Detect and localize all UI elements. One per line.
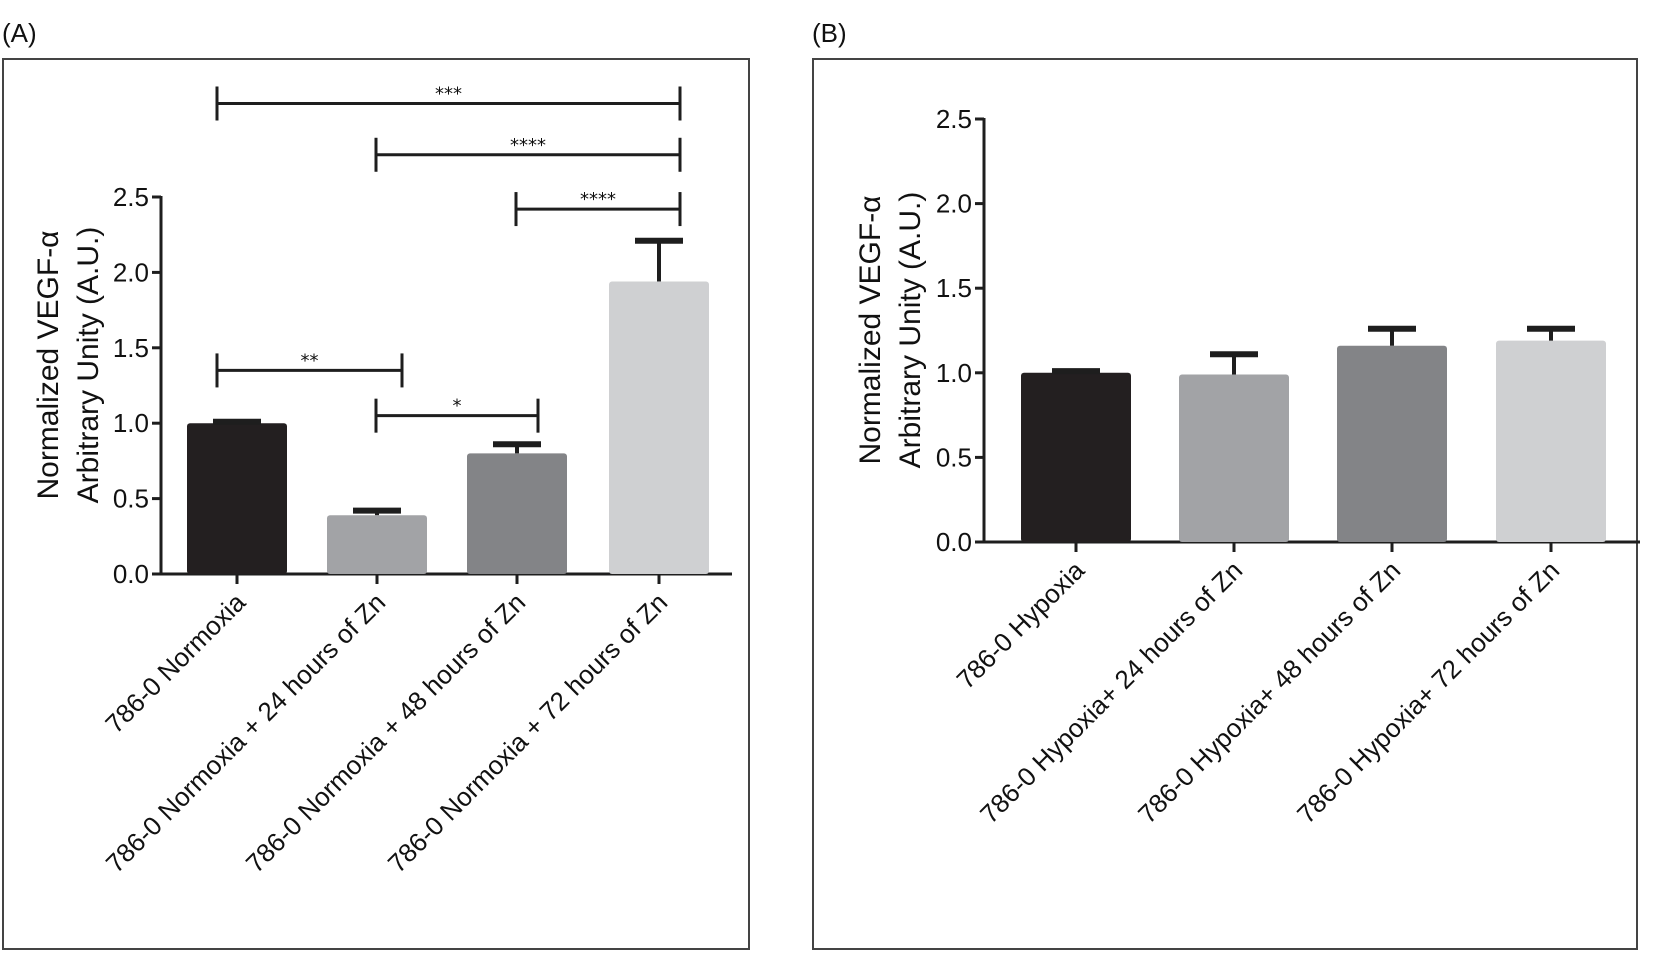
panel-b: (B) Normalized VEGF-α Arbitrary Unity (A.… [812, 18, 1640, 950]
panel-a-plot: Normalized VEGF-α Arbitrary Unity (A.U.) 0… [32, 84, 732, 879]
y-tick-label: 2.5 [113, 182, 149, 212]
y-tick-label: 0.5 [936, 442, 972, 472]
panel-b-plot: Normalized VEGF-α Arbitrary Unity (A.U.) 0… [854, 104, 1640, 829]
bar [1179, 374, 1289, 542]
x-tick-label: 786-0 Hypoxia+ 72 hours of Zn [1291, 555, 1565, 829]
significance-label: ** [301, 350, 319, 371]
panel-a-frame [2, 58, 750, 950]
x-tick-label: 786-0 Normoxia + 72 hours of Zn [382, 587, 674, 879]
y-tick-label: 1.5 [936, 273, 972, 303]
bar [467, 453, 567, 574]
bar [609, 281, 709, 574]
x-tick-label: 786-0 Hypoxia+ 48 hours of Zn [1132, 555, 1406, 829]
significance-label: *** [435, 84, 462, 105]
panel-a-label: (A) [2, 18, 37, 48]
y-tick-label: 2.5 [936, 104, 972, 134]
y-axis-label-line: Normalized VEGF-α [32, 230, 65, 499]
panel-b-frame [812, 58, 1638, 950]
x-tick-label: 786-0 Hypoxia+ 24 hours of Zn [974, 555, 1248, 829]
panel-a: (A) Normalized VEGF-α Arbitrary Unity (A.… [2, 18, 750, 950]
bar [1337, 345, 1447, 542]
y-tick-label: 0.0 [936, 527, 972, 557]
x-tick-label: 786-0 Normoxia + 48 hours of Zn [240, 587, 532, 879]
x-tick-label: 786-0 Normoxia + 24 hours of Zn [100, 587, 392, 879]
significance-label: **** [580, 189, 616, 210]
y-axis-label-line: Normalized VEGF-α [854, 195, 887, 464]
y-tick-label: 0.0 [113, 559, 149, 589]
y-tick-label: 2.0 [113, 257, 149, 287]
x-tick-label: 786-0 Hypoxia [950, 555, 1090, 695]
x-tick-label: 786-0 Normoxia [99, 587, 251, 739]
y-tick-label: 2.0 [936, 189, 972, 219]
panel-b-label: (B) [812, 18, 847, 48]
y-tick-label: 1.0 [936, 358, 972, 388]
significance-label: * [453, 396, 462, 417]
y-tick-label: 1.0 [113, 408, 149, 438]
bar [1021, 372, 1131, 542]
bar [187, 423, 287, 574]
y-axis-label-line: Arbitrary Unity (A.U.) [72, 227, 105, 504]
bar [1496, 340, 1606, 542]
bar [327, 515, 427, 574]
y-axis-label-line: Arbitrary Unity (A.U.) [894, 192, 927, 469]
y-tick-label: 0.5 [113, 484, 149, 514]
y-tick-label: 1.5 [113, 333, 149, 363]
significance-label: **** [510, 135, 546, 156]
